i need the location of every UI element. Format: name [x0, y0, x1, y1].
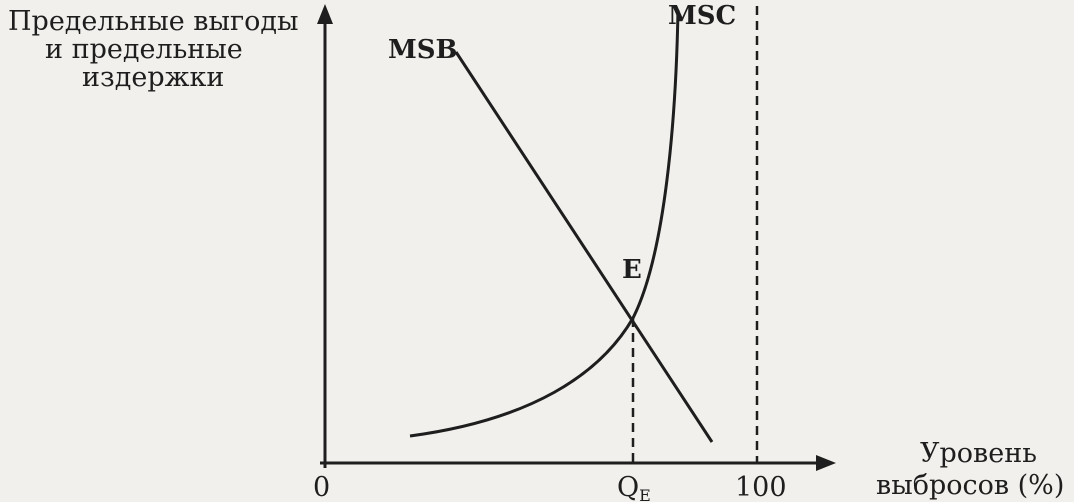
y-axis-label: издержки	[82, 62, 224, 93]
x-axis-label: выбросов (%)	[876, 470, 1064, 501]
y-axis-arrow	[317, 4, 333, 24]
y-axis-label: и предельные	[45, 34, 243, 65]
q-main: Q	[617, 472, 639, 502]
q-sub: E	[639, 486, 651, 502]
origin-label: 0	[313, 472, 330, 502]
msb-line	[454, 51, 714, 443]
x-axis-arrow	[816, 455, 836, 471]
msb-label: MSB	[388, 35, 458, 65]
equilibrium-label: E	[622, 255, 642, 285]
y-axis-label: Предельные выгоды	[8, 6, 299, 37]
msc-label: MSC	[668, 1, 736, 31]
q-label: QE	[617, 472, 651, 502]
msc-curve	[409, 9, 680, 438]
x-axis-label: Уровень	[920, 438, 1037, 469]
max-label: 100	[735, 472, 787, 502]
